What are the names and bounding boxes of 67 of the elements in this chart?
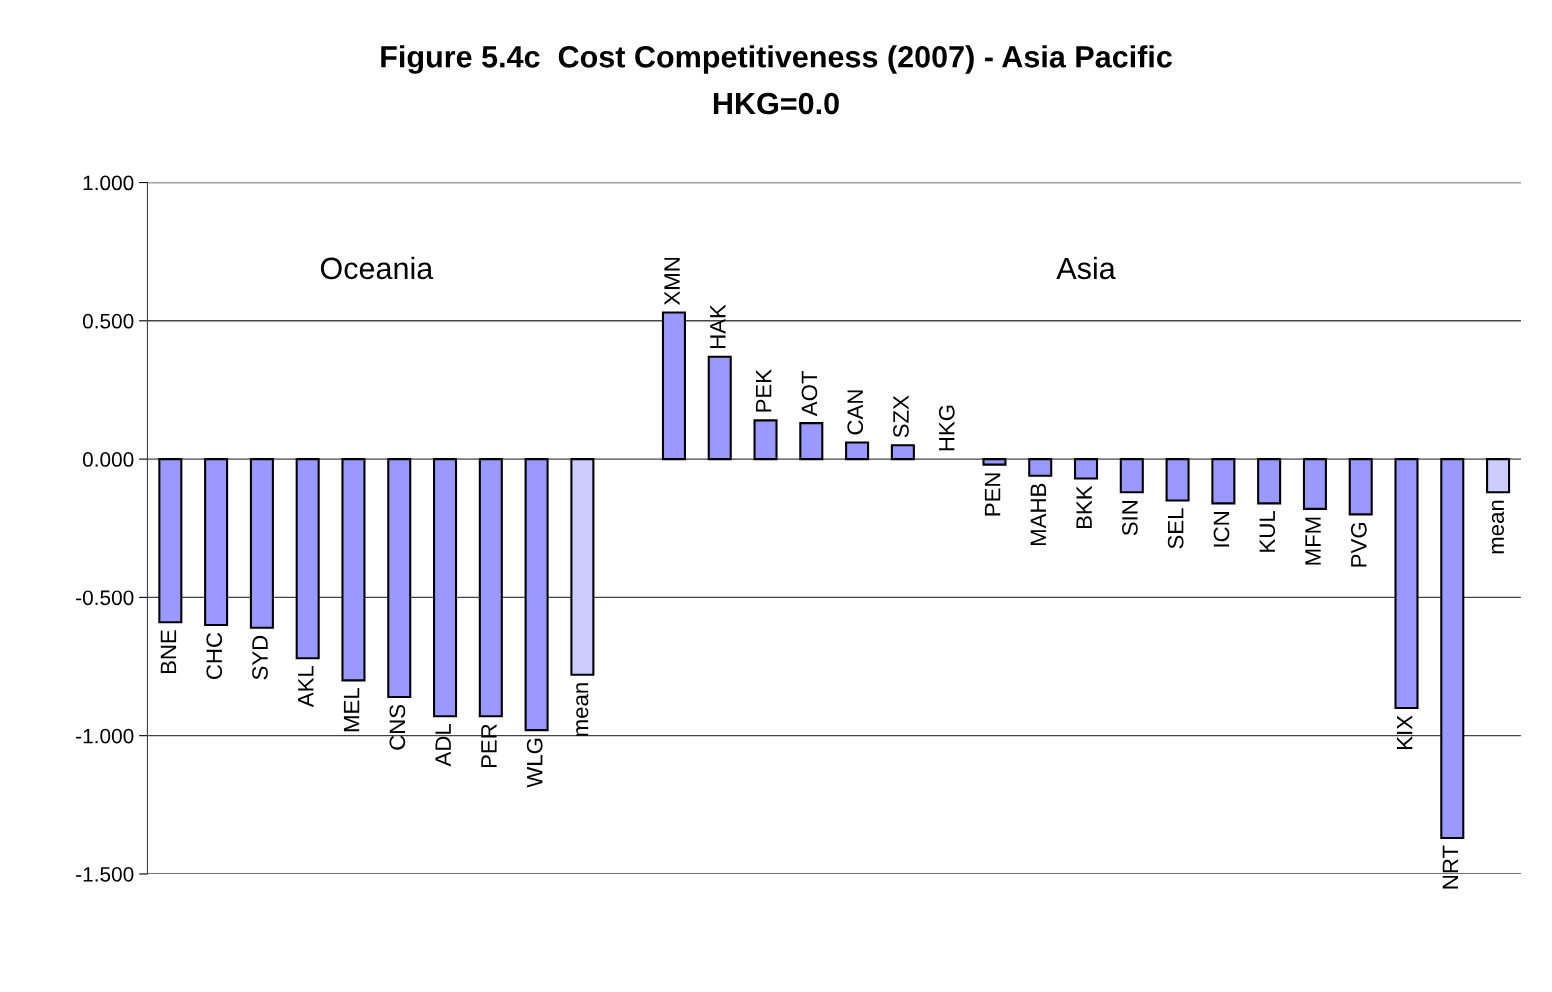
x-tick-label: AOT bbox=[801, 371, 818, 417]
bar bbox=[524, 458, 549, 732]
bar bbox=[845, 441, 870, 461]
bar bbox=[1165, 458, 1190, 502]
x-tick-label: PVG bbox=[1350, 523, 1367, 567]
bar bbox=[982, 458, 1007, 466]
bar bbox=[1257, 458, 1282, 505]
x-tick-label: KUL bbox=[1259, 511, 1276, 552]
bar bbox=[1211, 458, 1236, 505]
y-tick-label: -1.000 bbox=[76, 728, 134, 744]
bar bbox=[387, 458, 412, 698]
x-tick-label: MFM bbox=[1305, 517, 1321, 565]
x-tick-label: mean bbox=[576, 683, 589, 736]
bar bbox=[799, 422, 824, 461]
y-tick-label: 1.000 bbox=[83, 175, 134, 191]
chart-subtitle: HKG=0.0 bbox=[713, 92, 839, 115]
x-tick-label: PEK bbox=[755, 369, 772, 412]
x-tick-label: CAN bbox=[847, 390, 864, 435]
x-tick-label: SEL bbox=[1167, 508, 1184, 549]
x-tick-label: BKK bbox=[1076, 485, 1092, 529]
x-tick-label: PEN bbox=[984, 473, 1001, 516]
bar bbox=[1440, 458, 1465, 840]
bar bbox=[204, 458, 229, 627]
bar bbox=[1486, 458, 1511, 494]
y-tick-label: -1.500 bbox=[76, 866, 134, 882]
x-tick-label: CHC bbox=[206, 632, 223, 679]
x-tick-label: ICN bbox=[1213, 512, 1230, 547]
annotation: Asia bbox=[1056, 256, 1116, 280]
bar bbox=[433, 458, 458, 718]
bar bbox=[1394, 458, 1419, 710]
bar bbox=[1073, 458, 1099, 480]
x-tick-label: CNS bbox=[389, 704, 406, 750]
y-tick-label: 0.000 bbox=[82, 452, 134, 467]
x-tick-label: HAK bbox=[710, 304, 726, 348]
x-tick-label: WLG bbox=[526, 738, 543, 788]
x-tick-label: MEL bbox=[343, 688, 360, 732]
x-tick-label: mean bbox=[1491, 500, 1505, 554]
bar bbox=[249, 458, 274, 629]
bar bbox=[341, 458, 366, 682]
bar bbox=[1348, 458, 1373, 516]
annotation: Oceania bbox=[320, 256, 434, 280]
x-tick-label: XMN bbox=[664, 258, 680, 306]
bar bbox=[1119, 458, 1144, 494]
x-tick-label: ADL bbox=[435, 723, 451, 767]
x-tick-label: SYD bbox=[252, 635, 268, 680]
x-tick-label: BNE bbox=[160, 630, 177, 674]
chart-title: Figure 5.4c Cost Competitiveness (2007) - Asia Pacific bbox=[381, 45, 1172, 74]
bar bbox=[295, 458, 320, 660]
x-tick-label: PER bbox=[481, 724, 497, 768]
x-tick-label: KIX bbox=[1396, 715, 1413, 749]
bar bbox=[158, 458, 183, 624]
bar bbox=[478, 458, 503, 718]
bar bbox=[753, 419, 778, 461]
x-tick-label: MAHB bbox=[1030, 483, 1046, 546]
y-tick-label: 0.500 bbox=[82, 313, 134, 329]
x-tick-label: SIN bbox=[1122, 501, 1138, 536]
y-tick-label: -0.500 bbox=[76, 590, 134, 606]
x-tick-label: AKL bbox=[298, 665, 314, 708]
bar bbox=[890, 444, 915, 461]
bar bbox=[1302, 458, 1327, 510]
x-tick-label: HKG bbox=[938, 405, 955, 451]
bar bbox=[707, 355, 732, 461]
bar bbox=[570, 458, 595, 676]
bar bbox=[661, 311, 686, 461]
bar bbox=[1028, 458, 1053, 477]
x-tick-label: SZX bbox=[893, 395, 909, 438]
x-tick-label: NRT bbox=[1442, 845, 1459, 889]
